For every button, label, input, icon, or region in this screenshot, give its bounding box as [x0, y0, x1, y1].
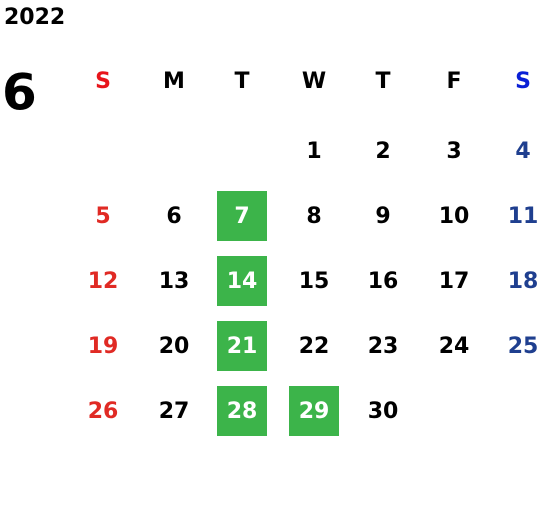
weekday-label: S [95, 69, 111, 94]
highlight-box [217, 321, 267, 371]
day-number: 5 [95, 204, 110, 229]
day-number: 11 [508, 204, 539, 229]
day-number: 7 [234, 204, 249, 229]
weekday-label: S [515, 69, 531, 94]
day-number: 20 [159, 334, 190, 359]
day-number: 29 [299, 399, 330, 424]
day-number: 28 [227, 399, 258, 424]
day-number: 4 [515, 139, 530, 164]
highlight-box [217, 386, 267, 436]
day-number: 10 [439, 204, 470, 229]
day-number: 19 [88, 334, 119, 359]
day-number: 8 [306, 204, 321, 229]
month: 6 [2, 64, 37, 122]
highlight-box [217, 256, 267, 306]
day-number: 6 [166, 204, 181, 229]
highlight-box [217, 191, 267, 241]
day-number: 12 [88, 269, 119, 294]
day-number: 30 [368, 399, 399, 424]
weekday-label: T [375, 69, 390, 94]
weekday-label: M [163, 69, 185, 94]
day-number: 25 [508, 334, 539, 359]
day-number: 17 [439, 269, 470, 294]
day-number: 16 [368, 269, 399, 294]
day-number: 23 [368, 334, 399, 359]
day-number: 24 [439, 334, 470, 359]
day-number: 1 [306, 139, 321, 164]
day-number: 15 [299, 269, 330, 294]
day-number: 9 [375, 204, 390, 229]
weekday-label: F [446, 69, 461, 94]
day-number: 3 [446, 139, 461, 164]
day-number: 14 [227, 269, 258, 294]
weekday-label: T [234, 69, 249, 94]
day-number: 13 [159, 269, 190, 294]
day-number: 21 [227, 334, 258, 359]
day-number: 27 [159, 399, 190, 424]
day-number: 18 [508, 269, 539, 294]
day-number: 22 [299, 334, 330, 359]
weekday-label: W [302, 69, 326, 94]
day-number: 26 [88, 399, 119, 424]
year: 2022 [4, 5, 65, 30]
day-number: 2 [375, 139, 390, 164]
highlight-box [289, 386, 339, 436]
